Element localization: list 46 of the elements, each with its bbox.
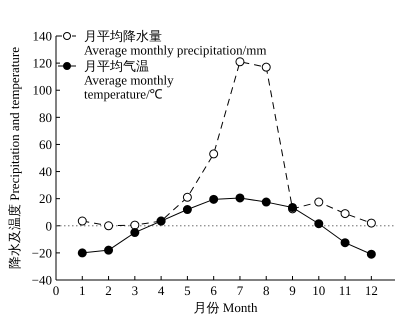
point — [314, 219, 324, 228]
point — [314, 198, 324, 207]
y-tick-label: 80 — [39, 110, 52, 125]
y-tick-label: 60 — [39, 136, 52, 152]
x-tick-label: 9 — [289, 283, 296, 298]
y-tick-label: 40 — [39, 164, 52, 180]
point — [235, 193, 244, 202]
y-tick-label: 120 — [32, 56, 52, 71]
point — [104, 246, 114, 255]
point — [104, 221, 114, 230]
y-tick-label: 0 — [46, 218, 52, 234]
x-tick-label: 5 — [184, 283, 191, 298]
point — [130, 228, 140, 238]
point — [209, 194, 218, 204]
point — [262, 62, 271, 72]
legend-label: 月平均气温 Average monthly temperature/℃ — [84, 58, 174, 102]
legend-label: 月平均降水量 Average monthly precipitation/mm — [84, 28, 266, 58]
point — [182, 205, 192, 214]
point — [262, 198, 271, 207]
point — [235, 57, 244, 66]
x-tick-label: 11 — [338, 283, 352, 298]
point — [78, 248, 87, 258]
y-tick-label: 20 — [39, 191, 52, 206]
x-tick-label: 4 — [158, 283, 165, 298]
point — [182, 192, 192, 202]
x-axis-title: 月份 Month — [194, 300, 258, 315]
point — [130, 220, 140, 230]
x-tick-label: 3 — [132, 283, 138, 298]
x-tick-label: 12 — [364, 283, 378, 298]
point — [340, 209, 350, 218]
y-tick-label: −40 — [32, 272, 52, 288]
point — [209, 149, 218, 158]
x-tick-label: 2 — [105, 283, 112, 298]
x-tick-label: 6 — [210, 283, 218, 298]
x-tick-label: 10 — [312, 283, 326, 298]
point — [340, 238, 350, 248]
point — [366, 250, 376, 259]
y-axis-title: 降水及温度 Precipitation and temperature — [7, 46, 22, 270]
point — [366, 218, 376, 228]
point — [78, 216, 87, 226]
y-tick-label: 100 — [32, 82, 52, 98]
y-tick-label: −20 — [32, 245, 52, 260]
x-tick-label: 1 — [79, 283, 86, 298]
x-tick-label: 7 — [236, 283, 244, 298]
y-tick-label: 140 — [32, 28, 52, 44]
x-tick-label: 8 — [262, 283, 270, 298]
